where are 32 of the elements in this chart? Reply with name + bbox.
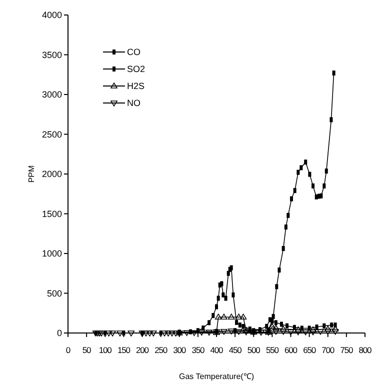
x-tick-label: 100 [98,345,112,355]
y-tick-label: 1000 [42,248,62,259]
x-tick-label: 250 [154,345,168,355]
y-tick-label: 1500 [42,208,62,219]
x-tick-label: 550 [266,345,280,355]
x-tick-label: 350 [192,345,205,355]
x-tick-label: 650 [303,345,316,355]
y-tick-label: 2500 [42,129,62,140]
y-axis-title: PPM [27,165,36,183]
x-tick-label: 50 [82,345,92,355]
x-tick-label: 450 [228,345,242,355]
legend-label: CO [127,47,140,58]
x-tick-label: 750 [340,345,354,355]
x-tick-label: 300 [173,345,186,355]
x-axis-title: Gas Temperature(℃) [179,372,254,381]
x-tick-label: 150 [117,345,131,355]
y-tick-label: 2000 [42,169,62,180]
legend-label: NO [127,98,140,108]
y-tick-label: 4000 [42,10,62,20]
y-tick-label: 500 [46,288,62,298]
y-tick-label: 0 [56,328,62,338]
x-tick-label: 700 [322,345,335,355]
y-tick-label: 3500 [42,50,62,60]
x-tick-label: 200 [136,345,150,355]
x-tick-label: 0 [66,345,71,355]
y-tick-label: 3000 [42,90,62,100]
x-tick-label: 600 [284,345,298,355]
x-tick-label: 500 [247,345,261,355]
x-tick-label: 800 [358,345,372,355]
legend-label: H2S [127,81,145,92]
legend-label: SO2 [127,64,146,74]
x-tick-label: 400 [210,345,224,355]
